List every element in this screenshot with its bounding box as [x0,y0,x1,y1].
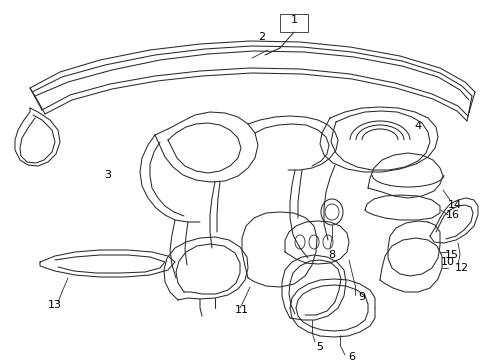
Text: 5: 5 [317,342,323,352]
Text: 15: 15 [445,250,459,260]
Text: 2: 2 [258,32,266,42]
Text: 12: 12 [455,263,469,273]
Text: 11: 11 [235,305,249,315]
Text: 1: 1 [291,15,297,25]
Text: 4: 4 [415,121,421,131]
Text: 9: 9 [359,292,366,302]
Text: 16: 16 [446,210,460,220]
Text: 13: 13 [48,300,62,310]
Text: 3: 3 [104,170,112,180]
Text: 6: 6 [348,352,356,360]
Text: 8: 8 [328,250,336,260]
Text: 10: 10 [441,257,455,267]
Text: 14: 14 [448,200,462,210]
Bar [280,14,308,32]
